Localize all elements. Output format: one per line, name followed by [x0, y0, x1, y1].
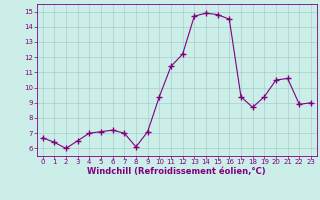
- X-axis label: Windchill (Refroidissement éolien,°C): Windchill (Refroidissement éolien,°C): [87, 167, 266, 176]
